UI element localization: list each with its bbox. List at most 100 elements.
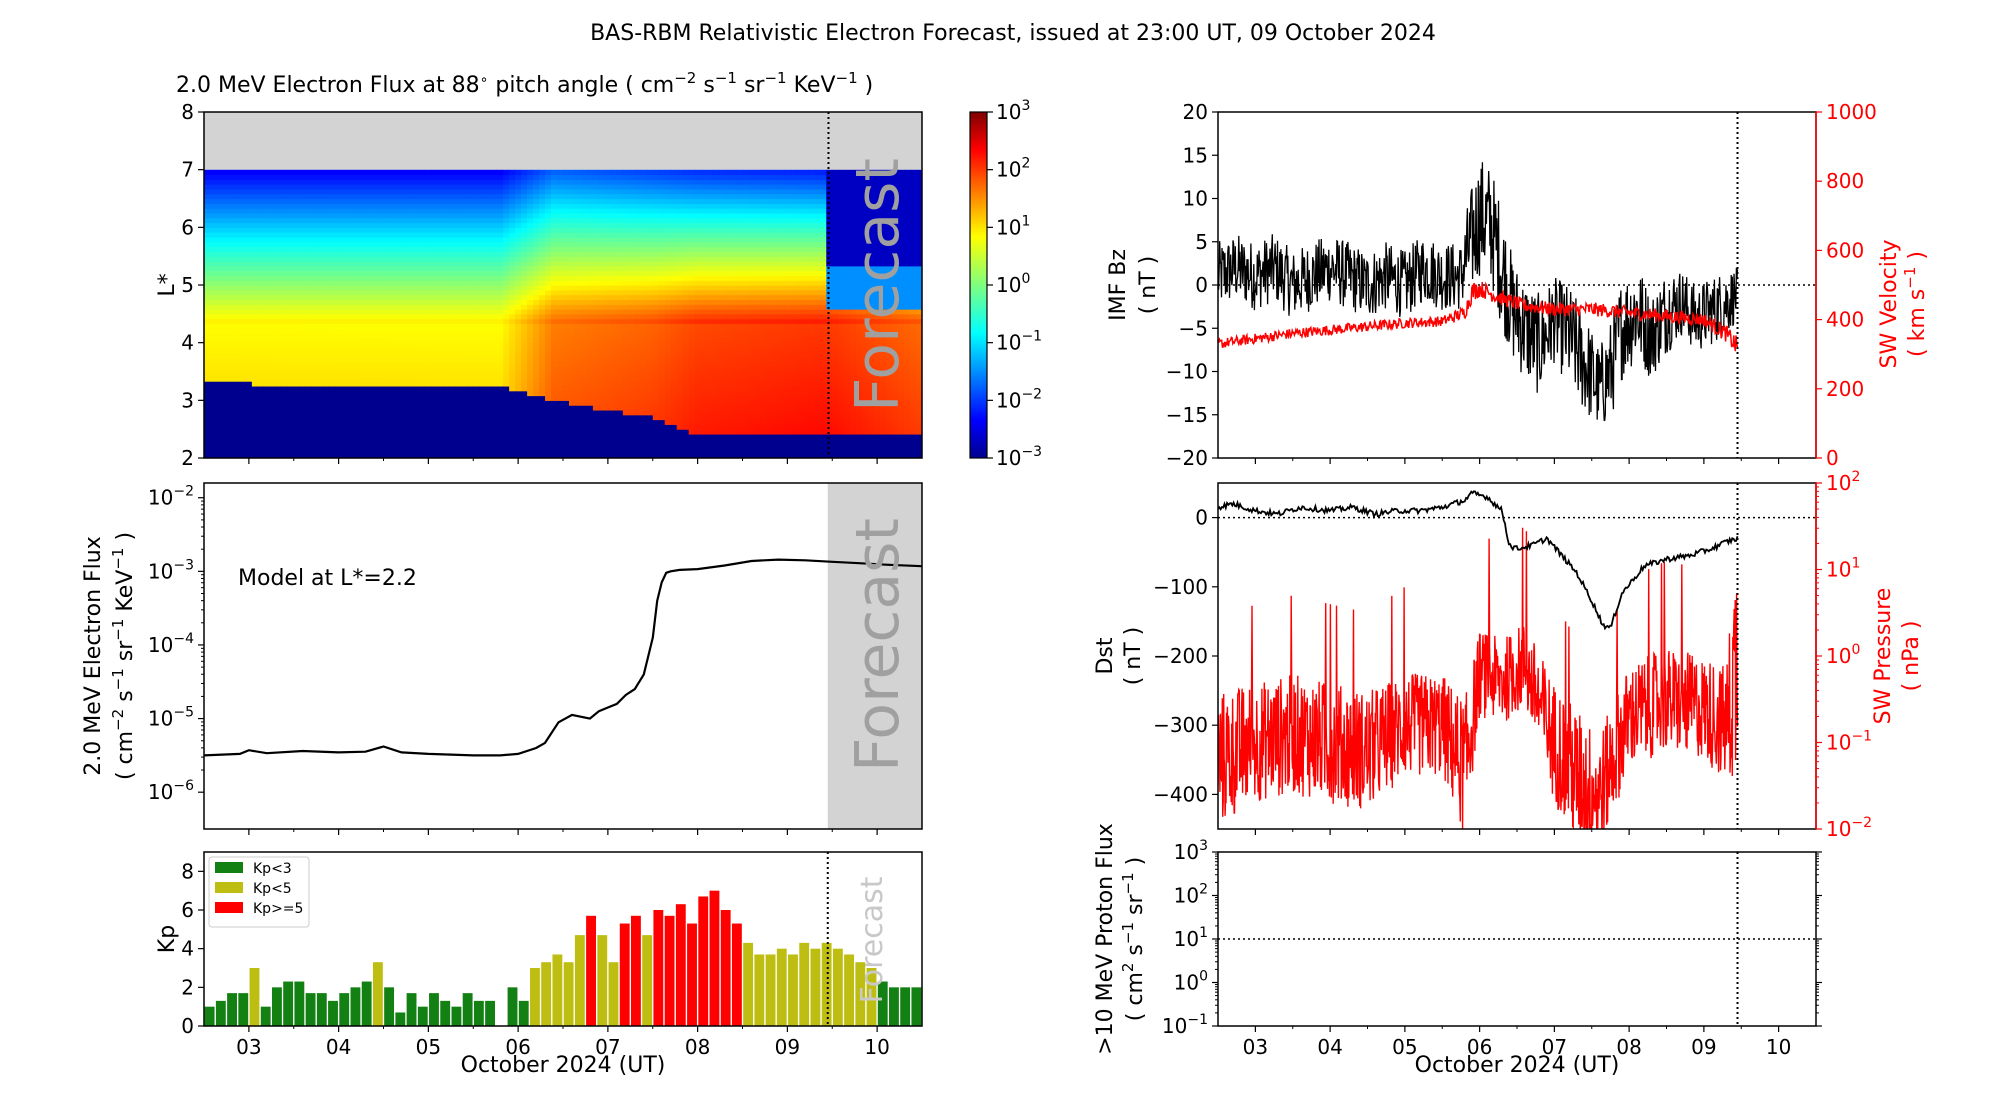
spectrogram-cell bbox=[245, 318, 253, 325]
spectrogram-cell bbox=[676, 448, 684, 454]
spectrogram-cell bbox=[479, 366, 486, 373]
spectrogram-cell bbox=[527, 198, 534, 204]
spectrogram-cell bbox=[461, 318, 468, 325]
spectrogram-cell bbox=[688, 203, 696, 209]
spectrogram-cell bbox=[563, 395, 570, 401]
spectrogram-cell bbox=[527, 265, 534, 272]
spectrogram-cell bbox=[377, 294, 385, 301]
spectrogram-cell bbox=[610, 289, 618, 296]
spectrogram-cell bbox=[317, 337, 325, 344]
spectrogram-cell bbox=[251, 270, 259, 276]
spectrogram-cell bbox=[521, 409, 528, 416]
spectrogram-cell bbox=[425, 246, 432, 252]
spectrogram-cell bbox=[574, 424, 582, 430]
spectrogram-cell bbox=[473, 256, 480, 262]
spectrogram-cell bbox=[431, 366, 438, 373]
spectrogram-cell bbox=[515, 212, 522, 219]
spectrogram-cell bbox=[305, 227, 313, 233]
spectrogram-cell bbox=[341, 193, 349, 200]
spectrogram-cell bbox=[323, 198, 331, 204]
spectrogram-cell bbox=[670, 251, 678, 257]
spectrogram-cell bbox=[551, 217, 558, 224]
spectrogram-cell bbox=[215, 453, 223, 458]
spectrogram-cell bbox=[503, 323, 510, 329]
spectrogram-cell bbox=[329, 227, 337, 233]
spectrogram-cell bbox=[646, 347, 654, 353]
spectrogram-cell bbox=[485, 352, 492, 358]
spectrogram-cell bbox=[634, 179, 642, 185]
spectrogram-cell bbox=[527, 361, 534, 368]
spectrogram-cell bbox=[389, 328, 397, 334]
spectrogram-cell bbox=[676, 188, 684, 195]
spectrogram-cell bbox=[521, 294, 528, 301]
spectrogram-cell bbox=[377, 419, 385, 425]
spectrogram-cell bbox=[389, 299, 397, 305]
spectrogram-cell bbox=[479, 227, 486, 233]
spectrogram-cell bbox=[551, 376, 558, 382]
spectrogram-cell bbox=[527, 280, 534, 286]
spectrogram-cell bbox=[592, 299, 600, 305]
spectrogram-cell bbox=[263, 208, 271, 214]
spectrogram-cell bbox=[473, 357, 480, 363]
spectrogram-cell bbox=[323, 381, 331, 387]
spectrogram-cell bbox=[245, 299, 253, 305]
spectrogram-cell bbox=[557, 198, 564, 204]
spectrogram-cell bbox=[479, 342, 486, 349]
spectrogram-cell bbox=[682, 357, 690, 363]
spectrogram-cell bbox=[317, 438, 325, 445]
spectrogram-cell bbox=[521, 236, 528, 243]
spectrogram-cell bbox=[257, 184, 265, 190]
spectrogram-cell bbox=[204, 328, 211, 334]
spectrogram-cell bbox=[209, 429, 217, 435]
spectrogram-cell bbox=[568, 265, 576, 272]
spectrogram-cell bbox=[604, 212, 612, 219]
spectrogram-cell bbox=[293, 184, 301, 190]
spectrogram-cell bbox=[622, 429, 630, 435]
spectrogram-cell bbox=[275, 405, 283, 411]
spectrogram-cell bbox=[586, 357, 594, 363]
spectrogram-cell bbox=[634, 188, 642, 195]
spectrogram-cell bbox=[652, 217, 660, 224]
spectrogram-cell bbox=[473, 400, 480, 406]
spectrogram-cell bbox=[437, 169, 444, 176]
spectrogram-cell bbox=[688, 222, 696, 228]
spectrogram-cell bbox=[377, 357, 385, 363]
spectrogram-cell bbox=[509, 241, 516, 248]
spectrogram-cell bbox=[545, 203, 552, 209]
spectrogram-cell bbox=[227, 366, 235, 373]
spectrogram-cell bbox=[592, 169, 600, 176]
spectrogram-cell bbox=[455, 232, 462, 238]
spectrogram-cell bbox=[640, 357, 648, 363]
spectrogram-cell bbox=[688, 395, 696, 401]
spectrogram-cell bbox=[239, 424, 247, 430]
spectrogram-cell bbox=[245, 419, 253, 425]
spectrogram-cell bbox=[557, 438, 564, 445]
spectrogram-cell bbox=[574, 222, 582, 228]
spectrogram-cell bbox=[467, 299, 474, 305]
spectrogram-cell bbox=[634, 260, 642, 267]
spectrogram-cell bbox=[503, 265, 510, 272]
spectrogram-cell bbox=[401, 294, 409, 301]
spectrogram-cell bbox=[323, 188, 331, 195]
spectrogram-cell bbox=[449, 280, 456, 286]
spectrogram-cell bbox=[425, 371, 432, 377]
spectrogram-cell bbox=[305, 217, 313, 224]
spectrogram-cell bbox=[347, 424, 355, 430]
spectrogram-cell bbox=[401, 337, 409, 344]
spectrogram-cell bbox=[215, 309, 223, 315]
spectrogram-cell bbox=[209, 390, 217, 397]
spectrogram-cell bbox=[204, 318, 211, 325]
spectrogram-cell bbox=[209, 313, 217, 320]
spectrogram-cell bbox=[347, 390, 355, 397]
spectrogram-cell bbox=[592, 433, 600, 440]
spectrogram-cell bbox=[527, 443, 534, 449]
spectrogram-cell bbox=[658, 424, 666, 430]
spectrogram-cell bbox=[263, 361, 271, 368]
spectrogram-cell bbox=[245, 395, 253, 401]
spectrogram-cell bbox=[521, 251, 528, 257]
spectrogram-cell bbox=[305, 429, 313, 435]
spectrogram-cell bbox=[425, 352, 432, 358]
spectrogram-cell bbox=[539, 323, 546, 329]
spectrogram-cell bbox=[299, 352, 307, 358]
spectrogram-cell bbox=[694, 390, 702, 397]
